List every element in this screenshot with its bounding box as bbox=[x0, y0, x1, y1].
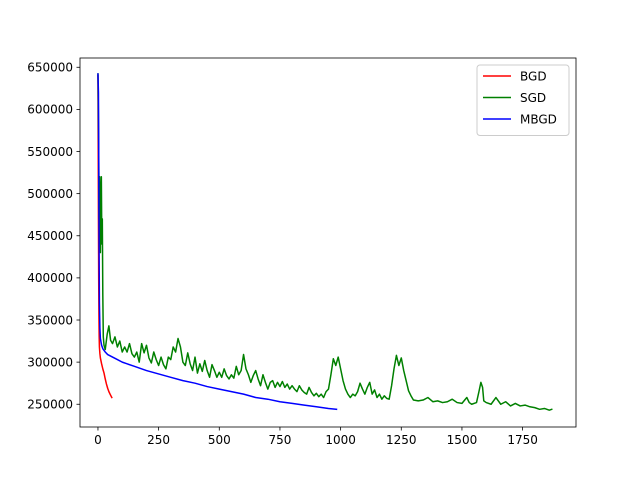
x-tick-label: 1000 bbox=[325, 433, 356, 447]
x-axis: 0 250 500 750 1000 1250 1500 1750 bbox=[94, 427, 538, 447]
x-tick-label: 1500 bbox=[447, 433, 478, 447]
legend-label-mbgd: MBGD bbox=[520, 112, 557, 126]
y-tick-label: 350000 bbox=[27, 313, 73, 327]
legend-box bbox=[476, 64, 570, 136]
x-tick-label: 0 bbox=[94, 433, 102, 447]
x-tick-label: 1250 bbox=[386, 433, 417, 447]
series-layer bbox=[97, 73, 553, 411]
y-tick-label: 400000 bbox=[27, 271, 73, 285]
legend: BGD SGD MBGD bbox=[476, 64, 570, 136]
x-tick-label: 250 bbox=[147, 433, 170, 447]
plot-frame bbox=[79, 57, 577, 428]
series-line-mbgd bbox=[97, 73, 338, 411]
y-tick-label: 600000 bbox=[27, 103, 73, 117]
y-tick-label: 500000 bbox=[27, 187, 73, 201]
legend-label-bgd: BGD bbox=[520, 69, 547, 83]
x-tick-label: 750 bbox=[268, 433, 291, 447]
legend-label-sgd: SGD bbox=[520, 91, 546, 105]
y-tick-label: 300000 bbox=[27, 355, 73, 369]
series-line-sgd bbox=[97, 73, 553, 411]
y-tick-label: 650000 bbox=[27, 61, 73, 75]
y-tick-label: 450000 bbox=[27, 229, 73, 243]
x-tick-label: 500 bbox=[208, 433, 231, 447]
y-tick-label: 250000 bbox=[27, 398, 73, 412]
x-tick-label: 1750 bbox=[507, 433, 538, 447]
y-tick-label: 550000 bbox=[27, 145, 73, 159]
y-axis: 250000 300000 350000 400000 450000 500000 5500… bbox=[27, 61, 80, 412]
